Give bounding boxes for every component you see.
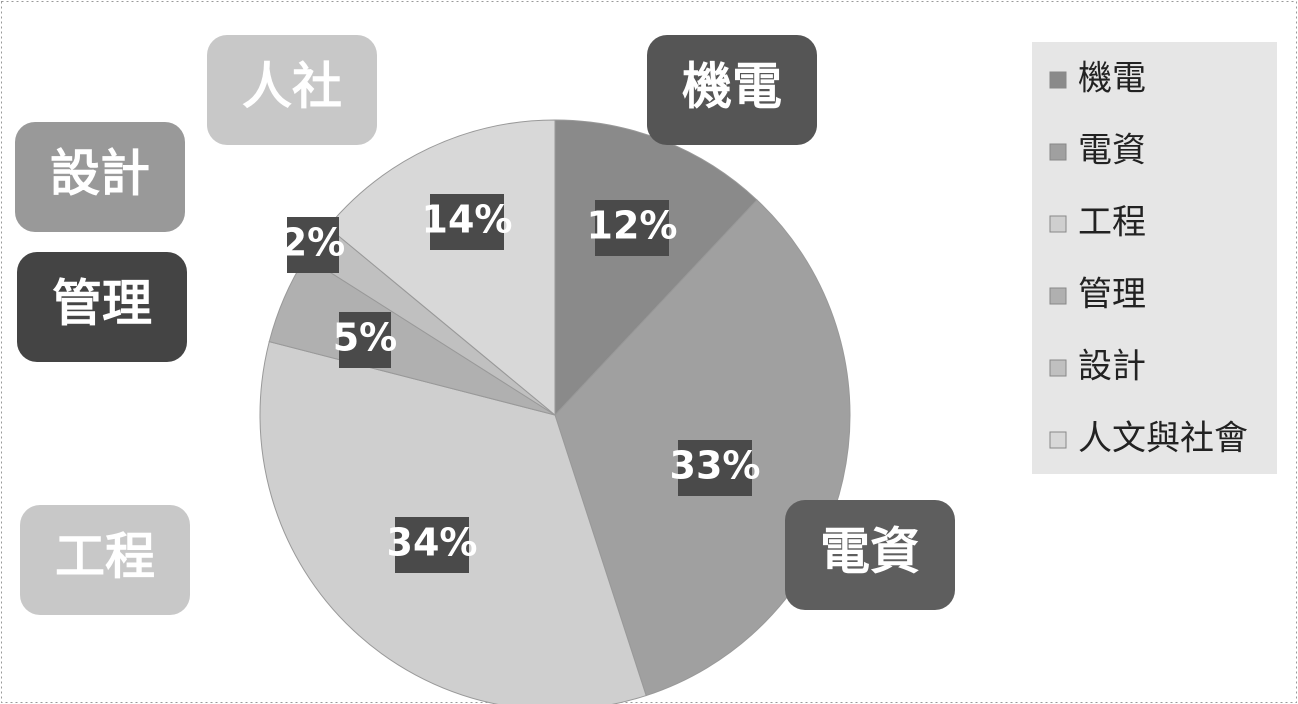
callout-box: [17, 252, 187, 362]
callout-box: [647, 35, 817, 145]
legend-label: 工程: [1078, 203, 1146, 243]
legend-label: 電資: [1078, 131, 1146, 171]
value-label-box: [339, 312, 391, 368]
value-label: 34%: [387, 521, 478, 565]
value-label: 2%: [281, 221, 346, 265]
legend-swatch: [1049, 143, 1067, 161]
callout-box: [15, 122, 185, 232]
callout-label: 電資: [820, 523, 920, 581]
legend-label: 人文與社會: [1078, 419, 1248, 459]
legend-box: [1032, 42, 1277, 474]
callout-label: 人社: [242, 58, 342, 116]
legend-swatch: [1049, 71, 1067, 89]
callout-label: 機電: [682, 58, 782, 116]
legend-swatch: [1049, 431, 1067, 449]
callout-box: [207, 35, 377, 145]
value-label-box: [287, 217, 339, 273]
legend-swatch: [1049, 215, 1067, 233]
callout-box: [20, 505, 190, 615]
callout-label: 管理: [52, 275, 152, 333]
callout-box: [785, 500, 955, 610]
value-label-box: [430, 194, 504, 250]
callout-label: 工程: [55, 528, 155, 586]
legend-label: 機電: [1078, 59, 1146, 99]
pie-slice: [326, 119, 556, 417]
value-label-box: [678, 440, 752, 496]
legend-label: 管理: [1078, 275, 1146, 315]
value-label: 12%: [587, 204, 678, 248]
value-label-box: [395, 517, 469, 573]
value-label-box: [595, 200, 669, 256]
value-label: 5%: [333, 316, 398, 360]
value-label: 33%: [670, 444, 761, 488]
legend-swatch: [1049, 359, 1067, 377]
legend-swatch: [1049, 287, 1067, 305]
callout-label: 設計: [50, 145, 150, 203]
legend-label: 設計: [1078, 347, 1146, 387]
value-label: 14%: [422, 198, 513, 242]
